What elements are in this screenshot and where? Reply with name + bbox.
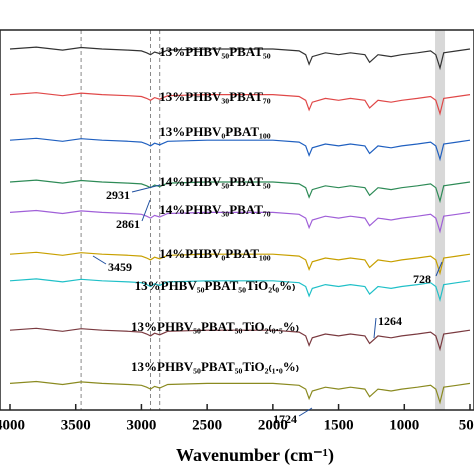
annotation-label: 1724 (273, 412, 297, 426)
series-label: 13%PHBV₅₀PBAT₅₀ (159, 44, 271, 59)
spectrum (9, 179, 471, 204)
annotation-label: 2861 (116, 217, 140, 231)
x-tick-label: 1000 (389, 417, 419, 433)
annotation-label: 1264 (378, 314, 402, 328)
annotation-arrow (131, 184, 161, 193)
highlight-band (435, 30, 446, 410)
x-tick-label: 4000 (0, 417, 25, 433)
series-label: 14%PHBV₃₀PBAT₇₀ (159, 202, 271, 217)
spectrum (9, 327, 471, 352)
annotation-arrow (141, 199, 151, 222)
spectrum (9, 278, 471, 303)
x-axis-label: Wavenumber (cm⁻¹) (176, 445, 334, 466)
annotation-arrow (92, 255, 107, 265)
x-tick-label: 2000 (258, 417, 288, 433)
x-tick-label: 3000 (126, 417, 156, 433)
spectrum (9, 46, 471, 71)
series-label: 14%PHBV₀PBAT₁₀₀ (159, 246, 271, 261)
series-label: 13%PHBV₅₀PBAT₅₀TiO₂₍₀%₎ (135, 278, 296, 293)
x-tick-label: 1500 (324, 417, 354, 433)
annotation-arrow (373, 317, 377, 339)
series-label: 13%PHBV₅₀PBAT₅₀TiO₂₍₀.₅%₎ (131, 319, 299, 334)
x-tick-label: 2500 (192, 417, 222, 433)
spectrum (9, 137, 471, 162)
annotation-label: 728 (413, 272, 431, 286)
series-label: 14%PHBV₅₀PBAT₅₀ (159, 174, 271, 189)
spectrum (9, 380, 471, 405)
x-tick-label: 3500 (61, 417, 91, 433)
plot-frame (0, 29, 474, 411)
annotation-label: 2931 (106, 188, 130, 202)
series-label: 13%PHBV₀PBAT₁₀₀ (159, 124, 271, 139)
x-tick-label: 500 (459, 417, 474, 433)
annotation-label: 3459 (108, 260, 132, 274)
series-label: 13%PHBV₅₀PBAT₅₀TiO₂₍₁.₀%₎ (131, 359, 299, 374)
series-label: 13%PHBV₃₀PBAT₇₀ (159, 89, 271, 104)
spectrum (9, 251, 471, 276)
annotation-arrow (435, 261, 443, 277)
spectrum (9, 92, 471, 116)
annotation-arrow (298, 407, 313, 417)
spectrum (9, 209, 471, 234)
